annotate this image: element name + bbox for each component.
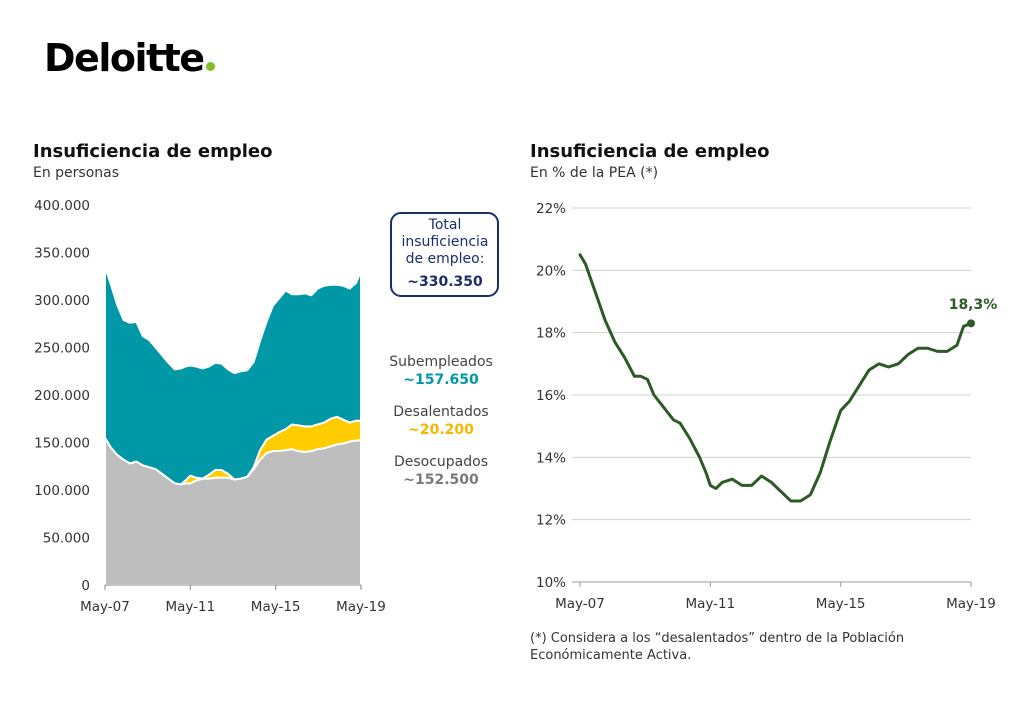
right-y-tick-label: 20% [536,263,566,279]
left-y-tick-label: 250.000 [34,341,90,357]
total-annotation-label: Total [428,217,462,233]
right-y-tick-label: 18% [536,326,566,342]
left-y-tick-label: 350.000 [34,246,90,262]
total-annotation-value: ~330.350 [407,274,483,290]
left-x-tick-label: May-19 [336,599,386,615]
subempleados-annotation-value: ~157.650 [403,372,479,388]
right-x-tick-label: May-11 [685,596,735,612]
left-y-tick-label: 50.000 [43,531,90,547]
left-y-tick-label: 200.000 [34,388,90,404]
logo-text: Deloitte [44,36,205,80]
total-annotation-label: de empleo: [406,251,485,267]
left-y-tick-label: 300.000 [34,293,90,309]
left-y-tick-label: 100.000 [34,483,90,499]
left-chart-subtitle: En personas [33,165,120,181]
left-x-tick-label: May-15 [251,599,301,615]
right-x-tick-label: May-07 [555,596,605,612]
desalentados-annotation-label: Desalentados [393,404,488,420]
right-x-tick-label: May-15 [816,596,866,612]
right-y-tick-label: 12% [536,513,566,529]
last-point-label: 18,3% [949,297,998,313]
footnote: (*) Considera a los “desalentados” dentr… [530,631,905,663]
right-chart-title: Insuficiencia de empleo [530,141,770,162]
right-chart-subtitle: En % de la PEA (*) [530,165,659,181]
last-point-marker [967,319,975,328]
left-y-tick-label: 150.000 [34,436,90,452]
right-y-tick-label: 14% [536,450,566,466]
right-y-tick-label: 10% [536,575,566,591]
left-y-tick-label: 400.000 [34,198,90,214]
right-y-tick-label: 22% [536,201,566,217]
right-y-tick-label: 16% [536,388,566,404]
logo-dot [205,62,215,71]
subempleados-annotation-label: Subempleados [389,354,493,370]
line-series [578,253,973,503]
desocupados-annotation-label: Desocupados [394,454,488,470]
left-y-tick-label: 0 [81,578,90,594]
left-x-tick-label: May-11 [165,599,215,615]
total-annotation-box [390,212,499,297]
left-x-tick-label: May-07 [80,599,130,615]
left-chart-title: Insuficiencia de empleo [33,141,273,162]
area-series-subempleados [104,265,362,486]
total-annotation-label: insuficiencia [402,234,489,250]
desocupados-annotation-value: ~152.500 [403,472,479,488]
desalentados-annotation-value: ~20.200 [408,422,474,438]
right-x-tick-label: May-19 [946,596,996,612]
deloitte-logo: Deloitte [44,36,215,80]
